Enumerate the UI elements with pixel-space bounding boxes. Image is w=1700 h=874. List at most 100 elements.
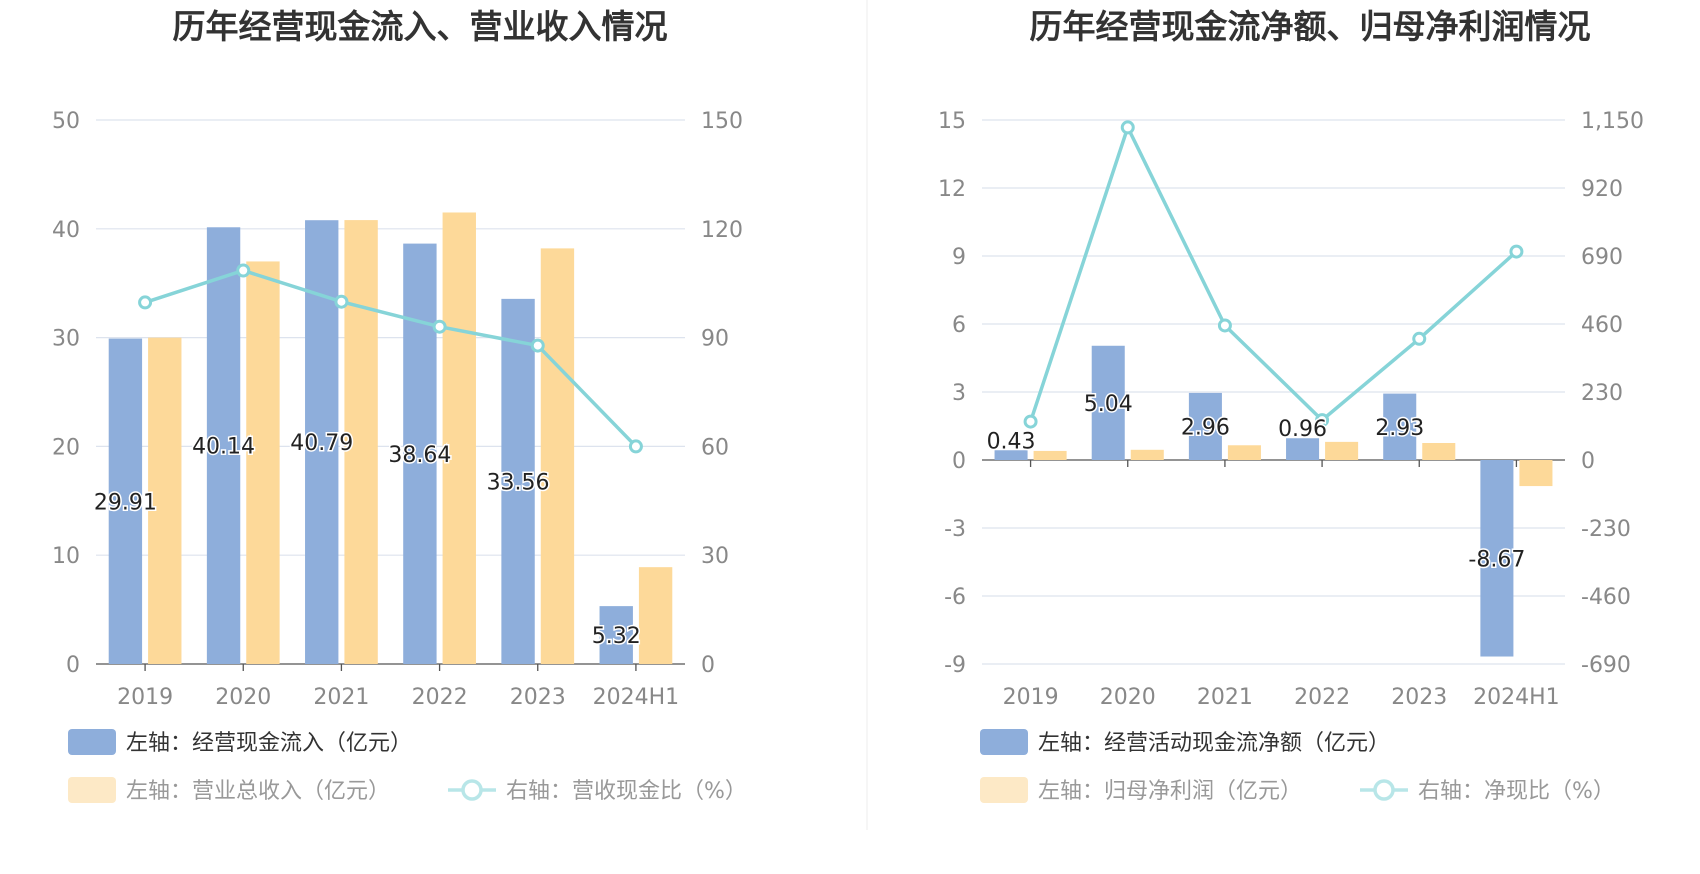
bar-primary [501, 298, 535, 664]
right-axis-tick: 30 [701, 544, 729, 569]
bar-primary [1383, 393, 1417, 460]
bar-secondary [442, 212, 476, 665]
left-axis-tick: 10 [52, 544, 80, 569]
bar-secondary [1227, 445, 1261, 460]
bar-secondary [1033, 450, 1067, 460]
bar-primary [1091, 345, 1125, 460]
bar-primary [1286, 438, 1320, 460]
left-axis-tick: -6 [944, 585, 966, 610]
bar-data-label: 40.79 [290, 431, 353, 456]
left-axis-tick: 6 [952, 313, 966, 338]
bar-primary [206, 227, 241, 664]
left-axis-tick: 50 [52, 109, 80, 134]
bar-secondary [148, 337, 182, 664]
line-point [1509, 244, 1524, 259]
bar-data-label: 5.04 [1084, 392, 1133, 417]
category-label: 2024H1 [1473, 685, 1560, 710]
right-axis-tick: 0 [1581, 449, 1595, 474]
line-point [1023, 414, 1038, 429]
bar-secondary [1130, 449, 1164, 460]
category-label: 2023 [510, 685, 566, 710]
legend-swatch-marker [461, 779, 483, 801]
category-label: 2023 [1391, 685, 1447, 710]
bar-secondary [246, 261, 280, 664]
chart-title: 历年经营现金流净额、归母净利润情况 [1030, 7, 1591, 46]
left-axis-tick: 15 [938, 109, 966, 134]
chart-2: 历年经营现金流净额、归母净利润情况 -9 -6 -3 0 3 6 9 12 15 -690 -460 -… [938, 7, 1644, 804]
bar-primary [1480, 460, 1514, 657]
legend-label: 左轴：归母净利润（亿元） [1038, 779, 1302, 804]
right-axis-tick: 1,150 [1581, 109, 1644, 134]
left-axis-tick: 0 [952, 449, 966, 474]
bar-data-label: 38.64 [388, 443, 451, 468]
right-axis-tick: 60 [701, 435, 729, 460]
legend-item[interactable]: 右轴：净现比（%） [1360, 779, 1615, 804]
bar-primary [108, 338, 143, 664]
line-point [1120, 120, 1135, 135]
line-point [236, 263, 251, 278]
right-axis-tick: 690 [1581, 245, 1623, 270]
legend-swatch [980, 729, 1028, 755]
legend-label: 右轴：净现比（%） [1418, 779, 1615, 804]
series-line [1028, 122, 1518, 423]
bar-data-label: 5.32 [592, 624, 641, 649]
legend-item[interactable]: 左轴：归母净利润（亿元） [980, 777, 1302, 804]
category-label: 2019 [117, 685, 173, 710]
left-axis-tick: 9 [952, 245, 966, 270]
category-label: 2021 [1197, 685, 1253, 710]
bar-secondary [344, 220, 378, 664]
right-axis-tick: 150 [701, 109, 743, 134]
legend-swatch-marker [1373, 779, 1395, 801]
left-axis-tick: 40 [52, 218, 80, 243]
legend-item[interactable]: 左轴：经营现金流入（亿元） [68, 729, 412, 756]
left-axis-tick: 30 [52, 327, 80, 352]
line-point [1217, 318, 1232, 333]
bar-secondary [638, 567, 673, 664]
category-label: 2022 [1294, 685, 1350, 710]
bar-secondary [1325, 441, 1359, 460]
left-axis-tick: -9 [944, 653, 966, 678]
category-label: 2020 [215, 685, 271, 710]
right-axis-tick: 230 [1581, 381, 1623, 406]
bar-data-label: 0.96 [1278, 417, 1327, 442]
bar-secondary [540, 248, 575, 664]
left-axis-tick: 3 [952, 381, 966, 406]
legend-swatch [68, 777, 116, 803]
right-axis-tick: -460 [1581, 585, 1631, 610]
bar-secondary [1422, 443, 1456, 460]
bar-secondary [1519, 460, 1553, 487]
legend-label: 左轴：经营现金流入（亿元） [126, 731, 412, 756]
right-axis-tick: 120 [701, 218, 743, 243]
legend-item[interactable]: 右轴：营收现金比（%） [448, 779, 747, 804]
legend-swatch [980, 777, 1028, 803]
right-axis-tick: 920 [1581, 177, 1623, 202]
legend-swatch [68, 729, 116, 755]
bar-data-label: 33.56 [487, 470, 550, 495]
bar-primary [599, 606, 633, 664]
legend-item[interactable]: 左轴：营业总收入（亿元） [68, 777, 390, 804]
right-axis-tick: 90 [701, 327, 729, 352]
bar-data-label: 0.43 [987, 429, 1036, 454]
line-point [1412, 331, 1427, 346]
category-label: 2022 [412, 685, 468, 710]
bar-data-label: -8.67 [1468, 547, 1525, 572]
bar-primary [1188, 392, 1222, 460]
left-axis-tick: 20 [52, 435, 80, 460]
left-axis-tick: 0 [66, 653, 80, 678]
chart-title: 历年经营现金流入、营业收入情况 [173, 7, 668, 46]
category-label: 2021 [313, 685, 369, 710]
legend-label: 左轴：营业总收入（亿元） [126, 779, 390, 804]
category-label: 2019 [1003, 685, 1059, 710]
bar-data-label: 2.96 [1181, 415, 1230, 440]
right-axis-tick: -230 [1581, 517, 1631, 542]
line-point [530, 338, 545, 353]
legend-label: 右轴：营收现金比（%） [506, 779, 747, 804]
legend-item[interactable]: 左轴：经营活动现金流净额（亿元） [980, 729, 1390, 756]
bar-data-label: 2.93 [1375, 416, 1424, 441]
bar-primary [403, 243, 437, 664]
right-axis-tick: 0 [701, 653, 715, 678]
right-axis-tick: -690 [1581, 653, 1631, 678]
legend-label: 左轴：经营活动现金流净额（亿元） [1038, 731, 1390, 756]
line-point [1315, 413, 1330, 428]
